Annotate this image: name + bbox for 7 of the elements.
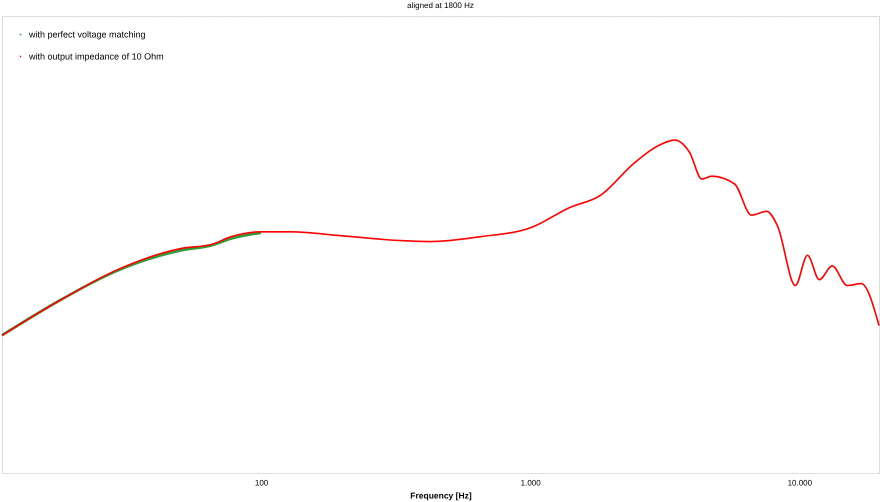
x-axis-title: Frequency [Hz] xyxy=(410,490,472,500)
x-tick-label: 100 xyxy=(254,478,269,488)
legend-label: with perfect voltage matching xyxy=(28,30,146,40)
x-tick-label: 10.000 xyxy=(788,478,813,488)
chart-title: aligned at 1800 Hz xyxy=(407,1,474,10)
legend-label: with output impedance of 10 Ohm xyxy=(28,52,164,62)
x-tick-label: 1.000 xyxy=(520,478,542,488)
